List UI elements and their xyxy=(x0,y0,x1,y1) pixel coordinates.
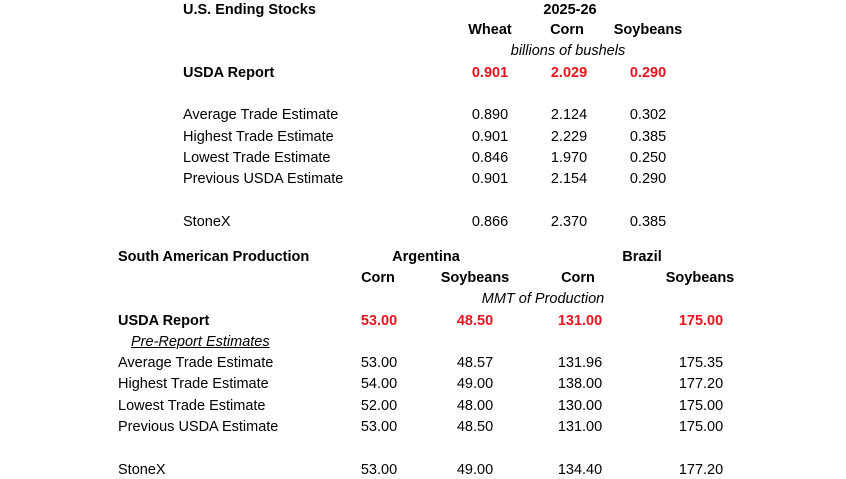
row-label: Highest Trade Estimate xyxy=(118,376,269,392)
row-label: USDA Report xyxy=(183,65,275,81)
us-stocks-title: U.S. Ending Stocks xyxy=(183,2,316,18)
value-cell: 0.846 xyxy=(471,150,509,166)
value-cell: 130.00 xyxy=(557,398,603,414)
column-header-soybeans: Soybeans xyxy=(613,22,683,38)
value-cell: 53.00 xyxy=(360,355,398,371)
value-cell: 175.35 xyxy=(678,355,724,371)
column-header-argentina-soybeans: Soybeans xyxy=(440,270,510,286)
value-cell: 48.00 xyxy=(456,398,494,414)
group-header-brazil: Brazil xyxy=(622,249,662,265)
column-header-corn: Corn xyxy=(550,22,584,38)
pre-report-subheader: Pre-Report Estimates xyxy=(131,334,270,350)
value-cell: 2.029 xyxy=(550,65,588,81)
us-stocks-units: billions of bushels xyxy=(510,43,626,59)
value-cell: 49.00 xyxy=(456,376,494,392)
column-header-wheat: Wheat xyxy=(468,22,512,38)
value-cell: 0.290 xyxy=(629,65,667,81)
value-cell: 138.00 xyxy=(557,376,603,392)
value-cell: 134.40 xyxy=(557,462,603,478)
value-cell: 0.901 xyxy=(471,171,509,187)
row-label: StoneX xyxy=(183,214,231,230)
value-cell: 0.866 xyxy=(471,214,509,230)
value-cell: 48.50 xyxy=(456,419,494,435)
row-label: Average Trade Estimate xyxy=(183,107,339,123)
value-cell: 53.00 xyxy=(360,419,398,435)
row-label: Previous USDA Estimate xyxy=(118,419,279,435)
value-cell: 131.00 xyxy=(557,419,603,435)
row-label: Lowest Trade Estimate xyxy=(118,398,266,414)
row-label: Lowest Trade Estimate xyxy=(183,150,331,166)
value-cell: 177.20 xyxy=(678,376,724,392)
value-cell: 1.970 xyxy=(550,150,588,166)
column-header-brazil-soybeans: Soybeans xyxy=(665,270,735,286)
value-cell: 0.302 xyxy=(629,107,667,123)
value-cell: 53.00 xyxy=(360,313,398,329)
group-header-argentina: Argentina xyxy=(392,249,460,265)
row-label: Highest Trade Estimate xyxy=(183,129,334,145)
value-cell: 2.229 xyxy=(550,129,588,145)
value-cell: 175.00 xyxy=(678,419,724,435)
value-cell: 0.250 xyxy=(629,150,667,166)
value-cell: 0.901 xyxy=(471,65,509,81)
value-cell: 49.00 xyxy=(456,462,494,478)
value-cell: 175.00 xyxy=(678,398,724,414)
value-cell: 0.290 xyxy=(629,171,667,187)
column-header-argentina-corn: Corn xyxy=(361,270,395,286)
value-cell: 0.385 xyxy=(629,214,667,230)
value-cell: 0.890 xyxy=(471,107,509,123)
value-cell: 131.96 xyxy=(557,355,603,371)
value-cell: 2.370 xyxy=(550,214,588,230)
value-cell: 2.124 xyxy=(550,107,588,123)
value-cell: 0.901 xyxy=(471,129,509,145)
value-cell: 48.50 xyxy=(456,313,494,329)
sa-production-units: MMT of Production xyxy=(481,291,605,307)
row-label: Previous USDA Estimate xyxy=(183,171,344,187)
value-cell: 175.00 xyxy=(678,313,724,329)
value-cell: 177.20 xyxy=(678,462,724,478)
value-cell: 48.57 xyxy=(456,355,494,371)
sa-production-title: South American Production xyxy=(118,249,310,265)
value-cell: 53.00 xyxy=(360,462,398,478)
us-stocks-year: 2025-26 xyxy=(543,2,597,18)
value-cell: 54.00 xyxy=(360,376,398,392)
value-cell: 0.385 xyxy=(629,129,667,145)
value-cell: 52.00 xyxy=(360,398,398,414)
row-label: Average Trade Estimate xyxy=(118,355,274,371)
value-cell: 131.00 xyxy=(557,313,603,329)
value-cell: 2.154 xyxy=(550,171,588,187)
row-label: USDA Report xyxy=(118,313,210,329)
row-label: StoneX xyxy=(118,462,166,478)
column-header-brazil-corn: Corn xyxy=(561,270,595,286)
